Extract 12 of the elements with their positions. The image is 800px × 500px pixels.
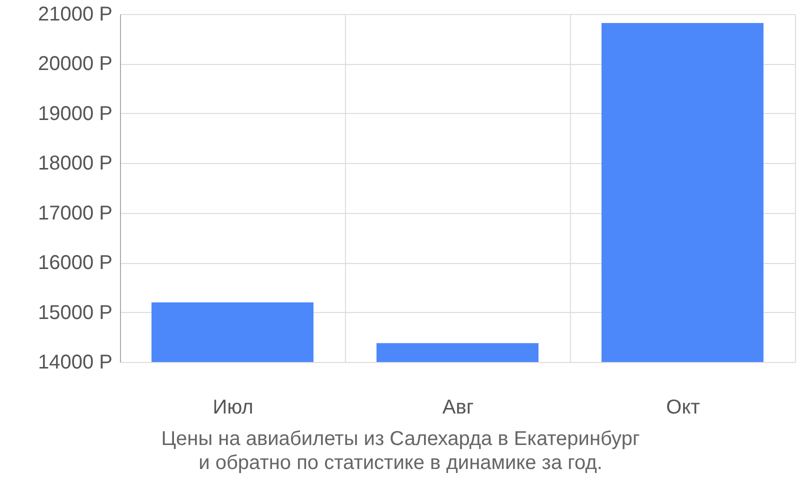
x-tick-label: Июл	[212, 396, 254, 418]
y-tick-label: 21000 Р	[38, 4, 112, 26]
y-tick-label: 18000 Р	[38, 152, 112, 175]
x-tick-label: Авг	[442, 396, 474, 418]
x-tick-label: Окт	[666, 396, 700, 418]
y-tick-label: 19000 Р	[38, 102, 112, 125]
y-tick-label: 15000 Р	[38, 302, 112, 324]
y-tick-label: 20000 Р	[38, 53, 112, 76]
y-tick-label: 16000 Р	[38, 252, 112, 274]
y-tick-label: 17000 Р	[38, 202, 112, 224]
y-tick-label: 14000 Р	[38, 352, 112, 374]
text: Цены на авиабилеты из Салехарда в Екатеринбург и обратно по статистике в динамике за год.	[161, 428, 640, 474]
